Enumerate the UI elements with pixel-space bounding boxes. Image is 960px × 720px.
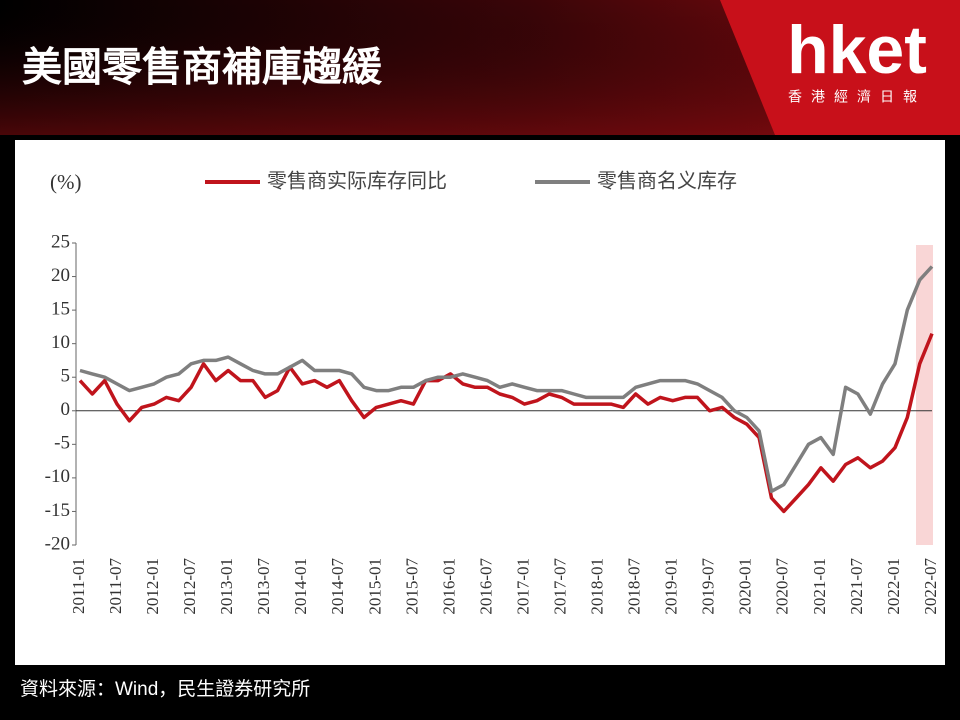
y-tick-label: -5 bbox=[54, 433, 70, 454]
x-tick-label: 2011-01 bbox=[69, 558, 88, 614]
y-tick-label: -15 bbox=[45, 500, 70, 521]
x-tick-label: 2017-07 bbox=[550, 558, 569, 615]
x-tick-label: 2014-01 bbox=[291, 558, 310, 615]
series-line bbox=[79, 265, 934, 494]
source: 資料來源：Wind，民生證券研究所 bbox=[20, 678, 310, 700]
x-tick-label: 2012-07 bbox=[180, 558, 199, 615]
x-tick-label: 2012-01 bbox=[143, 558, 162, 615]
x-tick-label: 2015-01 bbox=[365, 558, 384, 615]
y-tick-label: 15 bbox=[51, 298, 70, 319]
logo: hket bbox=[787, 12, 927, 88]
title: 美國零售商補庫趨緩 bbox=[22, 46, 383, 90]
y-tick-label: 5 bbox=[61, 366, 71, 387]
x-tick-label: 2020-07 bbox=[773, 558, 792, 615]
x-tick-label: 2013-07 bbox=[254, 558, 273, 615]
x-tick-label: 2016-01 bbox=[439, 558, 458, 615]
x-tick-label: 2021-01 bbox=[810, 558, 829, 615]
y-axis-label: (%) bbox=[50, 170, 81, 194]
x-tick-label: 2019-07 bbox=[699, 558, 718, 615]
x-tick-label: 2018-01 bbox=[588, 558, 607, 615]
x-tick-label: 2020-01 bbox=[736, 558, 755, 615]
x-tick-label: 2019-01 bbox=[662, 558, 681, 615]
x-tick-label: 2022-07 bbox=[921, 558, 940, 615]
logo-subtitle: 香港經濟日報 bbox=[788, 89, 926, 105]
logo-bg bbox=[720, 0, 960, 135]
y-tick-label: 0 bbox=[61, 399, 71, 420]
x-tick-label: 2013-01 bbox=[217, 558, 236, 615]
y-tick-label: -20 bbox=[45, 533, 70, 554]
x-tick-label: 2011-07 bbox=[106, 558, 125, 615]
x-tick-label: 2022-01 bbox=[884, 558, 903, 615]
x-tick-label: 2017-01 bbox=[513, 558, 532, 615]
plot-bg bbox=[15, 140, 945, 665]
x-tick-label: 2014-07 bbox=[328, 558, 347, 615]
x-tick-label: 2021-07 bbox=[847, 558, 866, 615]
highlight-band bbox=[916, 245, 933, 545]
series-line bbox=[78, 332, 934, 514]
x-tick-label: 2018-07 bbox=[625, 558, 644, 615]
legend-label: 零售商名义库存 bbox=[597, 169, 737, 192]
legend-label: 零售商实际库存同比 bbox=[267, 169, 447, 192]
y-tick-label: 25 bbox=[51, 231, 70, 252]
footer-bg bbox=[15, 675, 365, 705]
x-tick-label: 2015-07 bbox=[402, 558, 421, 615]
y-tick-label: -10 bbox=[45, 466, 70, 487]
x-tick-label: 2016-07 bbox=[476, 558, 495, 615]
y-tick-label: 10 bbox=[51, 332, 70, 353]
y-tick-label: 20 bbox=[51, 265, 70, 286]
